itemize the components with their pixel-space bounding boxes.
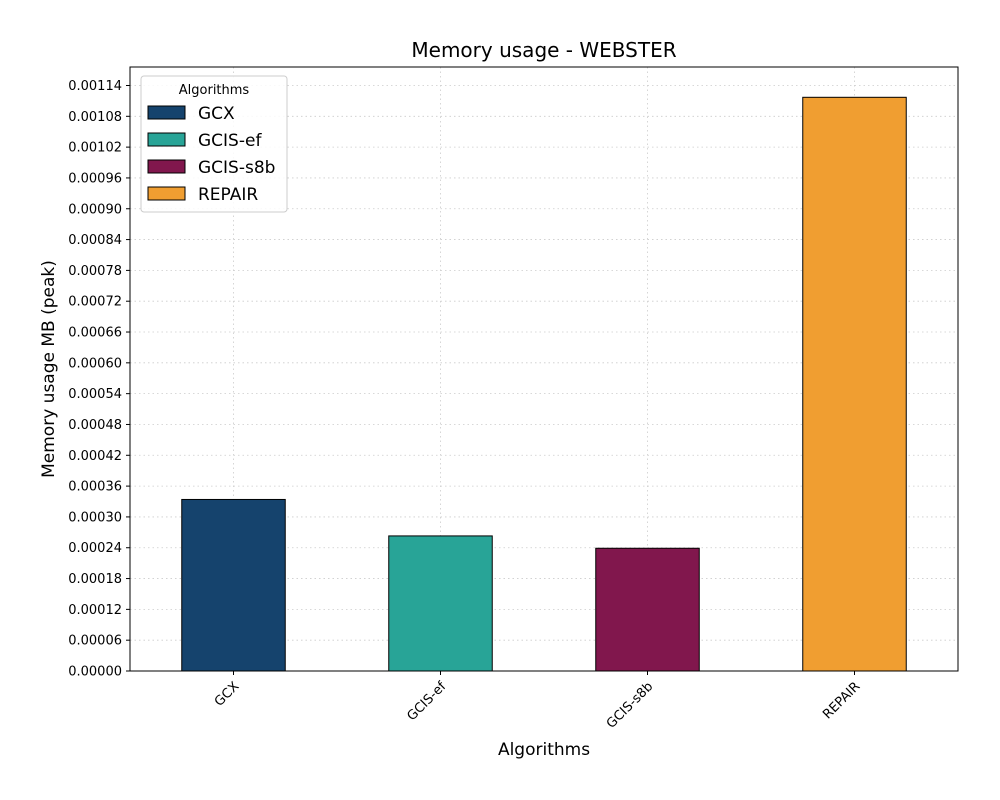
x-tick-label: REPAIR bbox=[820, 679, 863, 722]
legend-label: REPAIR bbox=[198, 185, 258, 205]
legend-label: GCIS-s8b bbox=[198, 158, 275, 178]
y-tick-label: 0.00072 bbox=[68, 295, 122, 310]
bar-gcis-ef bbox=[388, 535, 493, 672]
x-tick-label: GCX bbox=[212, 679, 243, 710]
y-tick-label: 0.00078 bbox=[68, 264, 122, 279]
y-tick-label: 0.00084 bbox=[68, 233, 122, 248]
legend-swatch bbox=[147, 159, 186, 174]
bar-gcx bbox=[181, 498, 286, 672]
bars bbox=[181, 96, 907, 672]
y-tick-label: 0.00066 bbox=[68, 326, 122, 341]
x-tick-label: GCIS-ef bbox=[404, 679, 449, 724]
legend-title: Algorithms bbox=[179, 83, 250, 98]
y-tick-label: 0.00060 bbox=[68, 356, 122, 371]
y-tick-label: 0.00000 bbox=[68, 665, 122, 680]
y-tick-label: 0.00012 bbox=[68, 603, 122, 618]
plot-frame bbox=[129, 66, 959, 672]
x-axis-title: Algorithms bbox=[498, 740, 590, 760]
bar-gcis-s8b bbox=[595, 547, 700, 672]
legend-entries: GCX GCIS-ef GCIS-s8b REPAIR bbox=[147, 104, 275, 205]
y-tick-label: 0.00114 bbox=[68, 79, 122, 94]
y-tick-label: 0.00042 bbox=[68, 449, 122, 464]
y-tick-label: 0.00006 bbox=[68, 634, 122, 649]
y-tick-label: 0.00102 bbox=[68, 141, 122, 156]
x-axis: GCX GCIS-ef GCIS-s8b REPAIR bbox=[212, 671, 863, 732]
legend-label: GCIS-ef bbox=[198, 131, 262, 151]
x-tick-label: GCIS-s8b bbox=[604, 679, 656, 731]
y-axis: 0.00000 0.00006 0.00012 0.00018 0.00024 0.000… bbox=[68, 79, 130, 680]
legend-swatch bbox=[147, 186, 186, 201]
y-tick-label: 0.00096 bbox=[68, 171, 122, 186]
chart-title: Memory usage - WEBSTER bbox=[411, 38, 676, 62]
legend-swatch bbox=[147, 105, 186, 120]
y-tick-label: 0.00030 bbox=[68, 510, 122, 525]
y-axis-title: Memory usage MB (peak) bbox=[39, 260, 59, 478]
y-tick-label: 0.00018 bbox=[68, 572, 122, 587]
legend-swatch bbox=[147, 132, 186, 147]
y-tick-label: 0.00054 bbox=[68, 387, 122, 402]
y-tick-label: 0.00108 bbox=[68, 110, 122, 125]
legend: Algorithms GCX GCIS-ef GCIS-s8b REPAIR bbox=[140, 75, 288, 213]
y-tick-label: 0.00036 bbox=[68, 480, 122, 495]
y-tick-label: 0.00048 bbox=[68, 418, 122, 433]
bar-repair bbox=[802, 96, 907, 672]
legend-label: GCX bbox=[198, 104, 235, 124]
y-tick-label: 0.00090 bbox=[68, 202, 122, 217]
y-tick-label: 0.00024 bbox=[68, 541, 122, 556]
